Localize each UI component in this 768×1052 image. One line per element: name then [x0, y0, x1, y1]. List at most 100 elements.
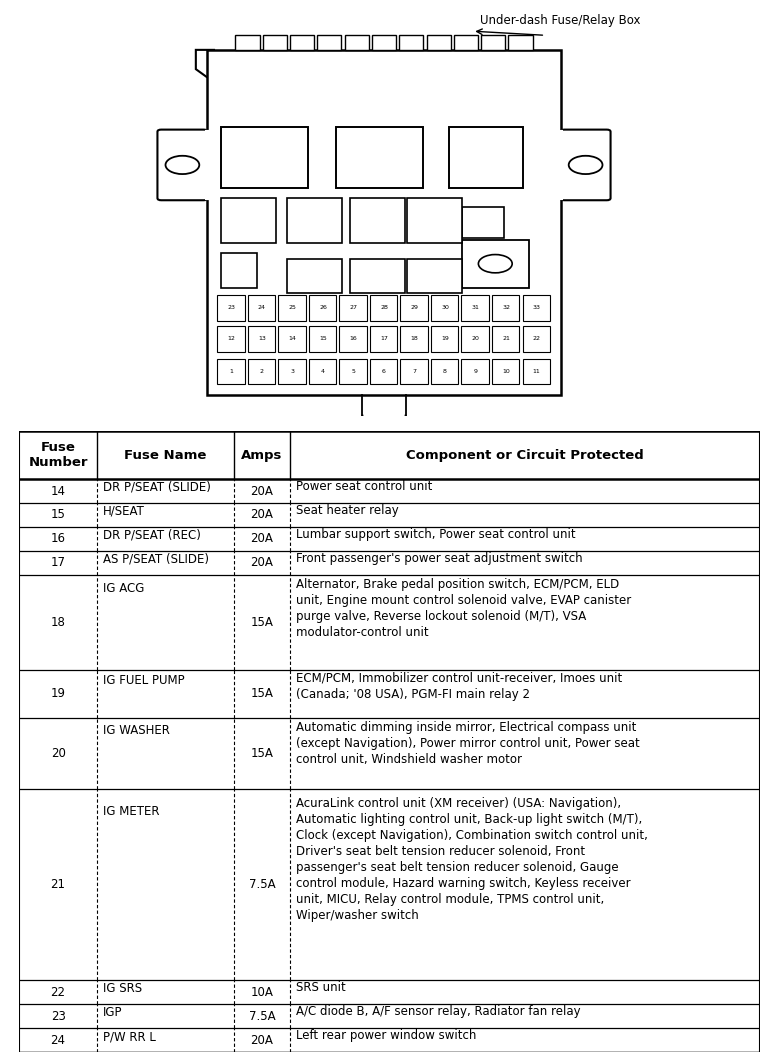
Text: 1: 1 [230, 369, 233, 373]
Text: 22: 22 [51, 986, 65, 998]
Bar [263, 36, 286, 49]
Text: IG ACG: IG ACG [103, 582, 144, 595]
Text: 8: 8 [443, 369, 447, 373]
Text: 18: 18 [51, 615, 65, 629]
Text: H/SEAT: H/SEAT [103, 505, 145, 518]
Text: 31: 31 [472, 305, 479, 310]
Text: Lumbar support switch, Power seat control unit: Lumbar support switch, Power seat contro… [296, 528, 575, 541]
Text: DR P/SEAT (REC): DR P/SEAT (REC) [103, 529, 200, 542]
Text: 24: 24 [258, 305, 266, 310]
Text: 15: 15 [319, 337, 327, 341]
Text: Under-dash Fuse/Relay Box: Under-dash Fuse/Relay Box [481, 15, 641, 27]
Bar [248, 359, 276, 384]
Text: 17: 17 [51, 557, 65, 569]
Text: 5: 5 [352, 369, 356, 373]
Bar [370, 359, 397, 384]
Text: AcuraLink control unit (XM receiver) (USA: Navigation),
Automatic lighting contr: AcuraLink control unit (XM receiver) (US… [296, 797, 647, 922]
Bar [317, 36, 342, 49]
Text: Amps: Amps [241, 449, 283, 462]
FancyBboxPatch shape [157, 129, 207, 200]
Text: 23: 23 [227, 305, 236, 310]
Text: 13: 13 [258, 337, 266, 341]
Text: 3: 3 [290, 369, 294, 373]
Text: IG SRS: IG SRS [103, 983, 142, 995]
Bar [370, 295, 397, 321]
Text: IG FUEL PUMP: IG FUEL PUMP [103, 674, 184, 687]
Circle shape [478, 255, 512, 272]
Bar [336, 127, 423, 188]
Text: 9: 9 [474, 369, 478, 373]
Bar [522, 326, 550, 351]
Bar [345, 36, 369, 49]
Text: 19: 19 [441, 337, 449, 341]
Bar [339, 359, 367, 384]
Text: Left rear power window switch: Left rear power window switch [296, 1029, 476, 1043]
Text: 33: 33 [532, 305, 541, 310]
Bar [279, 326, 306, 351]
Bar [431, 295, 458, 321]
Bar [339, 326, 367, 351]
Bar [508, 36, 532, 49]
Text: 17: 17 [380, 337, 388, 341]
Bar [309, 326, 336, 351]
Bar [287, 198, 342, 243]
Text: 20A: 20A [250, 557, 273, 569]
Text: IG WASHER: IG WASHER [103, 724, 170, 736]
Text: ECM/PCM, Immobilizer control unit-receiver, Imoes unit
(Canada; '08 USA), PGM-FI: ECM/PCM, Immobilizer control unit-receiv… [296, 672, 622, 701]
Text: 16: 16 [349, 337, 357, 341]
Text: 7.5A: 7.5A [249, 1010, 275, 1023]
Text: 12: 12 [227, 337, 235, 341]
Text: 20A: 20A [250, 508, 273, 522]
Text: 22: 22 [532, 337, 541, 341]
Bar [400, 295, 428, 321]
FancyBboxPatch shape [561, 129, 611, 200]
Text: IG METER: IG METER [103, 805, 160, 817]
Text: 14: 14 [289, 337, 296, 341]
Text: IGP: IGP [103, 1006, 122, 1019]
Bar [217, 326, 245, 351]
Bar [426, 36, 451, 49]
Text: 20A: 20A [250, 1033, 273, 1047]
Text: 4: 4 [321, 369, 325, 373]
Bar [287, 259, 342, 294]
Text: 10: 10 [502, 369, 510, 373]
Bar [522, 295, 550, 321]
Text: 15A: 15A [250, 747, 273, 761]
Bar [462, 295, 489, 321]
Bar [221, 127, 308, 188]
Bar [221, 254, 257, 288]
Bar [290, 36, 314, 49]
Bar [279, 359, 306, 384]
Bar [339, 295, 367, 321]
Text: 18: 18 [411, 337, 419, 341]
Text: 20: 20 [472, 337, 479, 341]
Text: 30: 30 [441, 305, 449, 310]
Bar [407, 259, 462, 294]
Bar [248, 295, 276, 321]
Text: SRS unit: SRS unit [296, 982, 346, 994]
Text: 25: 25 [289, 305, 296, 310]
Text: 15: 15 [51, 508, 65, 522]
Text: 15A: 15A [250, 687, 273, 701]
Bar [309, 359, 336, 384]
Text: Component or Circuit Protected: Component or Circuit Protected [406, 449, 644, 462]
Text: 28: 28 [380, 305, 388, 310]
Bar [400, 359, 428, 384]
Bar [399, 36, 423, 49]
Bar [454, 36, 478, 49]
Text: 7: 7 [412, 369, 416, 373]
Text: 6: 6 [382, 369, 386, 373]
Bar [407, 198, 462, 243]
Text: 19: 19 [51, 687, 65, 701]
Text: Power seat control unit: Power seat control unit [296, 480, 432, 493]
Text: Fuse
Number: Fuse Number [28, 441, 88, 469]
Text: 11: 11 [533, 369, 541, 373]
Bar [522, 359, 550, 384]
Bar [462, 326, 489, 351]
Bar [492, 295, 519, 321]
Circle shape [166, 156, 199, 174]
Bar [400, 326, 428, 351]
Bar [221, 198, 276, 243]
Text: A/C diode B, A/F sensor relay, Radiator fan relay: A/C diode B, A/F sensor relay, Radiator … [296, 1006, 581, 1018]
Text: AS P/SEAT (SLIDE): AS P/SEAT (SLIDE) [103, 552, 209, 566]
